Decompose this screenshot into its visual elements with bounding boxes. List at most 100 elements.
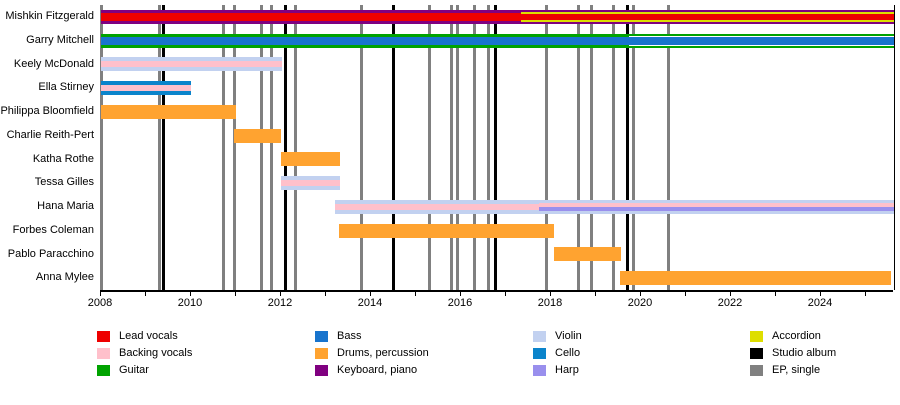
release-line-ep-single (232, 5, 236, 290)
legend-item-lead_vocals: Lead vocals (97, 328, 192, 344)
bar-stripe-drums (339, 223, 555, 238)
bar-stripe-guitar (628, 33, 894, 36)
bar-stripe-violin (538, 210, 894, 214)
member-label: Mishkin Fitzgerald (5, 10, 94, 22)
member-label: Keely McDonald (13, 57, 94, 70)
release-line-studio-album (391, 5, 395, 290)
member-label: Pablo Paracchino (7, 247, 94, 260)
release-line-ep-single (359, 5, 363, 290)
bar-stripe-white (628, 35, 894, 37)
x-axis-tick (189, 292, 191, 296)
bar-stripe-backing_vocals (101, 61, 282, 68)
release-line-studio-album (161, 5, 165, 290)
legend-label: Guitar (119, 364, 149, 376)
release-line-ep-single (632, 5, 636, 290)
member-label: Garry Mitchell (26, 33, 94, 46)
legend-swatch-violin (533, 330, 546, 342)
bar-stripe-violin (101, 57, 282, 62)
bar-stripe-white (628, 44, 894, 46)
release-line-ep-single (611, 5, 615, 290)
member-bar-segment (281, 152, 340, 167)
legend-swatch-studio_album (750, 347, 763, 359)
bar-stripe-drums (101, 104, 236, 119)
legend: Lead vocals Backing vocals Guitar Bass Drums… (97, 328, 887, 388)
release-line-ep-single (667, 5, 671, 290)
bar-stripe-drums (233, 128, 281, 143)
bar-stripe-drums (619, 271, 892, 286)
member-bar-segment (619, 271, 892, 286)
legend-swatch-lead_vocals (97, 330, 110, 342)
legend-label: Studio album (772, 347, 837, 359)
x-axis-tick (819, 292, 821, 296)
bar-stripe-backing_vocals (101, 85, 191, 92)
legend-label: Violin (555, 330, 582, 342)
bar-stripe-drums (281, 152, 340, 167)
release-line-ep-single (456, 5, 460, 290)
legend-label: Accordion (772, 330, 821, 342)
legend-item-ep_single: EP, single (750, 362, 836, 378)
legend-item-cello: Cello (533, 345, 582, 361)
x-axis-tick (234, 292, 236, 296)
legend-item-keyboard: Keyboard, piano (315, 362, 429, 378)
bar-stripe-lead_vocals (101, 12, 521, 21)
bar-stripe-violin (101, 67, 282, 72)
x-axis-tick-label: 2018 (537, 297, 563, 309)
release-line-ep-single (449, 5, 453, 290)
legend-swatch-bass (315, 330, 328, 342)
x-axis-tick (99, 292, 101, 296)
member-bar-segment (339, 223, 555, 238)
member-bar-segment (628, 33, 894, 48)
bar-stripe-keyboard (101, 20, 521, 24)
bar-stripe-keyboard (520, 21, 894, 24)
legend-swatch-ep_single (750, 364, 763, 376)
release-line-studio-album (284, 5, 288, 290)
member-label: Katha Rothe (32, 152, 94, 165)
bar-stripe-harp (538, 206, 894, 211)
bar-stripe-drums (554, 247, 622, 262)
release-line-ep-single (259, 5, 263, 290)
x-axis-tick (144, 292, 146, 296)
legend-column: Bass Drums, percussion Keyboard, piano (315, 328, 429, 379)
bar-stripe-cello (101, 81, 191, 86)
member-bar-segment (554, 247, 622, 262)
x-axis-tick (864, 292, 866, 296)
member-bar-segment (520, 9, 894, 24)
bar-stripe-backing_vocals (281, 180, 340, 187)
legend-item-studio_album: Studio album (750, 345, 836, 361)
member-bar-segment (335, 199, 539, 214)
release-line-ep-single (576, 5, 580, 290)
bar-stripe-violin (281, 176, 340, 181)
x-axis-tick-label: 2020 (627, 297, 653, 309)
member-label: Forbes Coleman (12, 223, 94, 236)
release-line-ep-single (100, 5, 104, 290)
release-line-ep-single (157, 5, 161, 290)
legend-swatch-backing_vocals (97, 347, 110, 359)
release-line-ep-single (472, 5, 476, 290)
x-axis-tick-label: 2010 (177, 297, 203, 309)
member-label: Hana Maria (37, 200, 94, 212)
legend-column: Lead vocals Backing vocals Guitar (97, 328, 192, 379)
member-label: Ella Stirney (38, 81, 94, 94)
bar-stripe-guitar (101, 33, 629, 37)
legend-swatch-guitar (97, 364, 110, 376)
legend-label: Bass (337, 330, 362, 342)
bar-stripe-guitar (628, 45, 894, 48)
bar-stripe-accordion (520, 19, 894, 22)
x-axis-tick-label: 2024 (807, 297, 833, 309)
x-axis-tick-label: 2014 (357, 297, 383, 309)
member-bar-segment (101, 33, 629, 48)
release-line-studio-album (626, 5, 630, 290)
legend-label: Lead vocals (119, 330, 178, 342)
bar-stripe-accordion (520, 11, 894, 14)
legend-swatch-cello (533, 347, 546, 359)
x-axis-tick (684, 292, 686, 296)
member-bar-segment (101, 57, 282, 72)
legend-item-guitar: Guitar (97, 362, 192, 378)
x-axis-tick (594, 292, 596, 296)
legend-item-backing_vocals: Backing vocals (97, 345, 192, 361)
release-line-ep-single (427, 5, 431, 290)
legend-item-accordion: Accordion (750, 328, 836, 344)
release-line-ep-single (487, 5, 491, 290)
bar-stripe-bass (101, 36, 629, 45)
bar-stripe-violin (281, 186, 340, 191)
